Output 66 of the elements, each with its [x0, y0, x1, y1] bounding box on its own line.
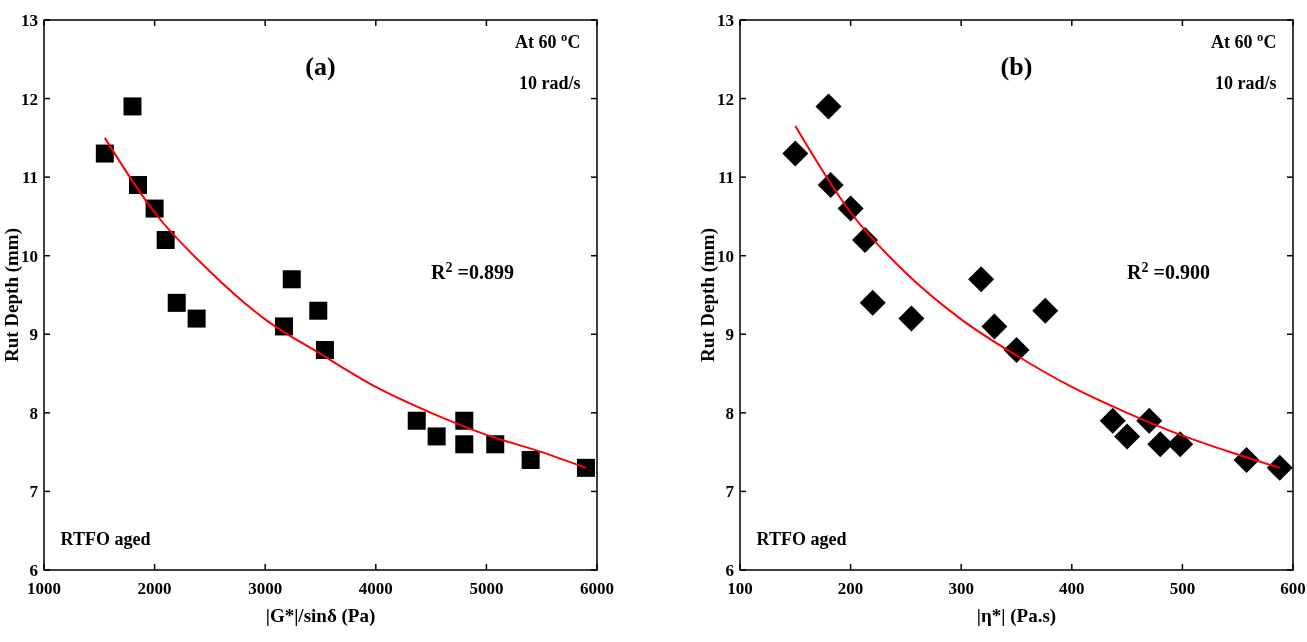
point	[981, 313, 1008, 340]
point	[898, 305, 925, 332]
y-tick-label: 11	[21, 168, 38, 188]
point	[309, 301, 328, 320]
x-tick-label: 3000	[248, 579, 283, 598]
annotation: At 60 $^{o}$C	[515, 29, 581, 52]
y-tick-label: 13	[717, 11, 734, 30]
y-tick-label: 10	[21, 246, 38, 266]
annotation: R$^{2}$ =0.900	[1127, 259, 1210, 283]
x-tick-label: 2000	[137, 579, 172, 598]
y-tick-label: 13	[21, 11, 38, 30]
y-tick-label: 7	[725, 482, 735, 502]
point	[576, 458, 595, 477]
point	[315, 341, 334, 359]
y-axis-title: Rut Depth (mm)	[1, 227, 23, 363]
point	[123, 97, 142, 116]
annotation: RTFO aged	[756, 529, 847, 550]
point	[782, 140, 809, 167]
x-tick-label: 300	[948, 579, 974, 598]
point	[282, 270, 301, 289]
x-axis-title: |G*|/sinδ (Pa)	[265, 605, 376, 627]
annotation: RTFO aged	[60, 529, 151, 550]
y-tick-label: 9	[29, 325, 38, 345]
point	[1032, 297, 1059, 324]
y-tick-label: 11	[717, 168, 734, 188]
point	[167, 293, 186, 312]
y-tick-label: 9	[725, 325, 734, 345]
x-tick-label: 200	[837, 579, 864, 598]
point	[1099, 407, 1126, 434]
point	[1167, 431, 1194, 458]
y-tick-label: 12	[21, 89, 38, 109]
x-tick-label: 100	[727, 579, 753, 598]
x-axis-title: |η*| (Pa.s)	[976, 605, 1057, 627]
y-tick-label: 6	[725, 561, 734, 580]
y-tick-label: 8	[725, 403, 734, 423]
point	[521, 451, 540, 469]
annotation: 10 rad/s	[1214, 72, 1277, 93]
y-axis-title: Rut Depth (mm)	[697, 227, 719, 363]
annotation: (a)	[305, 52, 336, 81]
point	[968, 266, 995, 293]
x-tick-label: 1000	[27, 579, 61, 598]
point	[427, 427, 446, 446]
point	[156, 231, 175, 249]
point	[1266, 454, 1293, 481]
y-tick-label: 7	[29, 482, 39, 502]
annotation: 10 rad/s	[518, 72, 581, 93]
point	[407, 411, 426, 430]
annotation: (b)	[1000, 52, 1033, 81]
y-tick-label: 8	[29, 403, 38, 423]
point	[859, 289, 886, 316]
x-tick-label: 600	[1280, 579, 1306, 598]
point	[455, 435, 474, 454]
x-tick-label: 6000	[580, 579, 614, 598]
x-tick-label: 4000	[358, 579, 393, 598]
y-tick-label: 10	[717, 246, 734, 266]
point	[1114, 423, 1141, 450]
annotation: At 60 $^{o}$C	[1211, 29, 1277, 52]
x-tick-label: 400	[1059, 579, 1085, 598]
x-tick-label: 500	[1169, 579, 1196, 598]
x-tick-label: 5000	[469, 579, 504, 598]
annotation: R$^{2}$ =0.899	[431, 259, 514, 283]
point	[95, 144, 114, 163]
point	[187, 309, 206, 328]
y-tick-label: 6	[29, 561, 38, 580]
y-tick-label: 12	[717, 89, 734, 109]
point	[815, 93, 842, 120]
